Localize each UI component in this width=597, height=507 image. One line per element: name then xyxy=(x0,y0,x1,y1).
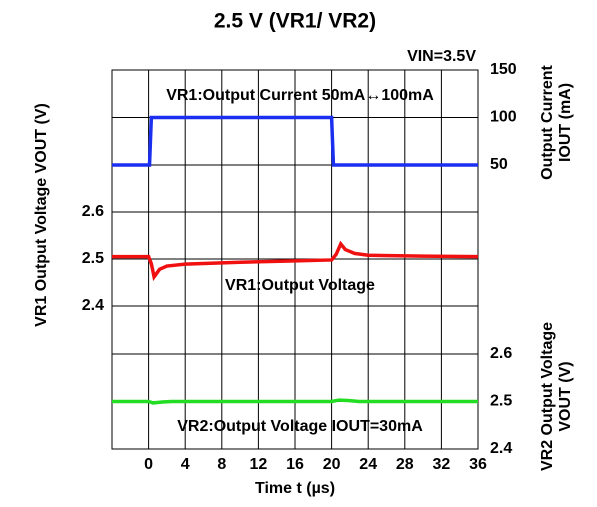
line-series xyxy=(112,115,478,167)
x-axis-label: Time t (µs) xyxy=(255,480,335,497)
x-tick-label: 28 xyxy=(396,456,414,473)
line-series xyxy=(112,398,478,405)
x-tick-label: 20 xyxy=(323,456,341,473)
y-axis-label: VR1 Output Voltage VOUT (V) xyxy=(33,103,50,327)
y-tick-label: 2.4 xyxy=(490,440,512,457)
x-tick-label: 16 xyxy=(286,456,304,473)
y-axis-label: VR2 Output Voltage xyxy=(539,322,556,471)
annotation: VR2:Output Voltage IOUT=30mA xyxy=(177,418,423,435)
y-tick-label: 2.4 xyxy=(82,297,104,314)
x-tick-label: 24 xyxy=(359,456,377,473)
x-tick-label: 8 xyxy=(217,456,226,473)
line-series xyxy=(112,240,479,282)
subtitle: VIN=3.5V xyxy=(407,48,476,65)
y-tick-label: 2.5 xyxy=(490,393,512,410)
annotation: VR1:Output Current 50mA↔100mA xyxy=(166,87,434,104)
x-tick-label: 32 xyxy=(433,456,451,473)
x-tick-label: 12 xyxy=(250,456,268,473)
x-tick-label: 36 xyxy=(469,456,487,473)
y-axis-label: Output Current xyxy=(539,65,556,180)
y-axis-label: VOUT (V) xyxy=(557,361,574,431)
y-axis-label: IOUT (mA) xyxy=(557,83,574,162)
x-tick-label: 0 xyxy=(144,456,153,473)
y-tick-label: 50 xyxy=(490,156,508,173)
annotation: VR1:Output Voltage xyxy=(225,277,375,294)
y-tick-label: 2.5 xyxy=(82,250,104,267)
x-tick-label: 4 xyxy=(181,456,190,473)
y-tick-label: 150 xyxy=(490,61,517,78)
y-tick-label: 2.6 xyxy=(82,203,104,220)
y-tick-label: 2.6 xyxy=(490,345,512,362)
chart-title: 2.5 V (VR1/ VR2) xyxy=(214,10,376,33)
y-tick-label: 100 xyxy=(490,109,517,126)
